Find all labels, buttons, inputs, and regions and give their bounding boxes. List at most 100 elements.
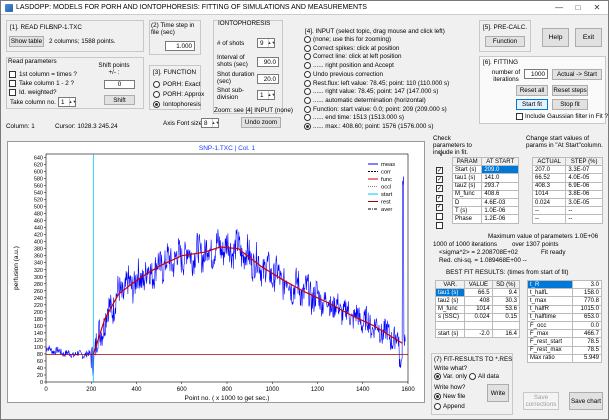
param-start-value[interactable]: 209.0 xyxy=(481,165,519,175)
shift-button[interactable]: Shift xyxy=(104,95,135,105)
actual-to-start-button[interactable]: Actual -> Start xyxy=(552,69,602,80)
param-name: M_func xyxy=(451,189,483,199)
input-option-radio[interactable] xyxy=(304,36,311,43)
param-start-value[interactable]: 1.0E-06 xyxy=(481,206,519,216)
param-start-value[interactable]: 293.7 xyxy=(481,181,519,191)
input-option-radio[interactable] xyxy=(304,105,311,113)
axis-font-spinner[interactable]: 8 ▲▼ xyxy=(201,118,219,128)
interval-label: Interval of shots (sec) xyxy=(217,54,248,68)
input-option-label: Function: start value: 0.0; point: 209 (… xyxy=(313,105,447,113)
show-table-button[interactable]: Show table xyxy=(9,36,44,47)
shift-input[interactable]: 0 xyxy=(104,80,135,89)
append-radio[interactable] xyxy=(434,403,441,410)
stop-fit-button[interactable]: Stop fit xyxy=(552,99,588,110)
all-data-radio[interactable] xyxy=(469,373,476,380)
var-only-radio[interactable] xyxy=(434,373,441,380)
spinner-arrows-icon[interactable]: ▲▼ xyxy=(211,119,220,127)
shots-spinner[interactable]: 9 ▲▼ xyxy=(257,38,275,48)
param-start-value[interactable]: 4.6E-03 xyxy=(481,197,519,208)
undo-zoom-button[interactable]: Undo zoom xyxy=(241,117,281,128)
input-option-radio[interactable] xyxy=(304,62,311,70)
save-chart-button[interactable]: Save chart xyxy=(569,392,603,410)
param-start-value[interactable]: 141.0 xyxy=(481,173,519,183)
new-file-radio[interactable] xyxy=(434,393,441,400)
take-col-checkbox[interactable] xyxy=(9,80,16,87)
spinner-arrows-icon[interactable]: ▲▼ xyxy=(68,98,77,106)
param-row: M_func 408.6 xyxy=(451,189,519,199)
input-option-radio[interactable] xyxy=(304,53,311,61)
input-option-radio[interactable] xyxy=(304,96,311,104)
input-option-radio[interactable] xyxy=(304,79,311,87)
param-include-checkbox[interactable]: ✓ xyxy=(436,167,443,174)
y-tick-label: 40 xyxy=(37,366,43,372)
help-button[interactable]: Help xyxy=(542,28,569,47)
iontophoresis-radio[interactable] xyxy=(153,101,160,108)
fit-results-group xyxy=(431,353,513,415)
id-weighted-label: Id. weighted? xyxy=(19,89,57,96)
best-fit-cell: 0.15 xyxy=(491,312,521,322)
param-include-checkbox[interactable]: ✓ xyxy=(436,203,443,211)
chart-panel[interactable]: 0 20 40 60 80 100 120 140 160 180 200 220 240 260 280 3… xyxy=(7,141,425,403)
write-button[interactable]: Write xyxy=(487,384,509,402)
input-option-radio[interactable] xyxy=(304,123,311,130)
spinner-arrows-icon[interactable]: ▲▼ xyxy=(267,39,276,47)
reset-steps-button[interactable]: Reset steps xyxy=(552,85,588,96)
param-start-value[interactable]: 1.2E-06 xyxy=(481,214,519,224)
porh-exact-radio[interactable] xyxy=(153,81,160,88)
param-actual-value: -- xyxy=(531,214,567,224)
first-col-times-checkbox[interactable] xyxy=(9,71,16,78)
y-tick-label: 480 xyxy=(34,212,43,218)
x-tick-label: 1200 xyxy=(311,387,325,393)
param-include-checkbox[interactable] xyxy=(436,222,443,230)
param-start-value[interactable]: 408.6 xyxy=(481,189,519,199)
best-fit-cell: -2.0 xyxy=(464,329,493,339)
function-button[interactable]: Function xyxy=(485,36,525,47)
close-icon[interactable]: ✕ xyxy=(593,3,601,12)
input-option-label: ...... max.: 408.60; point: 1576 (1576.0… xyxy=(313,123,434,130)
param-include-checkbox[interactable] xyxy=(436,213,443,220)
chart-svg[interactable]: 0204060801001201401601802002202402602803… xyxy=(8,142,426,404)
y-tick-label: 240 xyxy=(34,296,43,302)
porh-approx-radio[interactable] xyxy=(153,91,160,98)
param-include-checkbox[interactable]: ✓ xyxy=(436,176,443,184)
read-params-header: Read parameters xyxy=(8,58,57,65)
param-name: Start (s) xyxy=(451,165,483,175)
new-file-label: New file xyxy=(443,393,466,400)
minimize-icon[interactable]: — xyxy=(555,3,563,12)
include-gaussian-checkbox[interactable] xyxy=(516,113,523,120)
id-weighted-checkbox[interactable] xyxy=(9,89,16,96)
y-tick-label: 120 xyxy=(34,338,43,344)
iterations-input[interactable]: 1000 xyxy=(524,69,548,79)
exit-button[interactable]: Exit xyxy=(575,28,602,47)
input-option-radio[interactable] xyxy=(304,70,311,78)
subdiv-spinner[interactable]: 1 ▲▼ xyxy=(257,90,275,100)
time-step-input[interactable]: 1.000 xyxy=(165,41,195,51)
reset-all-button[interactable]: Reset all xyxy=(516,85,548,96)
y-tick-label: 220 xyxy=(34,303,43,309)
derived-cell: t_halfL xyxy=(526,288,574,298)
input-option-label: Rest.flux: left value: 78.45; point: 110… xyxy=(313,79,450,87)
take-col-no-spinner[interactable]: 1 ▲▼ xyxy=(58,97,76,107)
input-option-radio[interactable] xyxy=(304,44,311,52)
save-corrections-button[interactable]: Save corrections xyxy=(523,392,559,410)
best-fit-cell: 66.5 xyxy=(464,288,493,298)
param-actual-value: 0.024 xyxy=(531,197,567,208)
spinner-arrows-icon[interactable]: ▲▼ xyxy=(267,91,276,99)
iterations-status: 1000 of 1000 iterations xyxy=(433,241,498,248)
param-step-value: 3.8E-06 xyxy=(565,189,603,199)
best-fit-table: VAR. VALUE SD (%) tau1 (s) 66.5 9.4 tau2 (s) 4… xyxy=(434,279,521,339)
param-actual-value: 66.52 xyxy=(531,173,567,183)
derived-cell: 1015.0 xyxy=(572,304,602,314)
input-option-radio[interactable] xyxy=(304,114,311,122)
maximize-icon[interactable]: □ xyxy=(575,3,581,12)
param-row: tau2 (s) 293.7 xyxy=(451,181,519,191)
duration-input[interactable]: 20.0 xyxy=(257,74,279,84)
y-tick-label: 600 xyxy=(34,170,43,176)
start-fit-button[interactable]: Start fit xyxy=(516,99,548,110)
param-include-checkbox[interactable]: ✓ xyxy=(436,185,443,193)
interval-input[interactable]: 90.0 xyxy=(257,57,279,67)
input-option-radio[interactable] xyxy=(304,88,311,96)
param-include-checkbox[interactable]: ✓ xyxy=(436,194,443,202)
y-tick-label: 300 xyxy=(34,275,43,281)
time-step-header: (2) Time step in file (sec) xyxy=(151,22,195,36)
